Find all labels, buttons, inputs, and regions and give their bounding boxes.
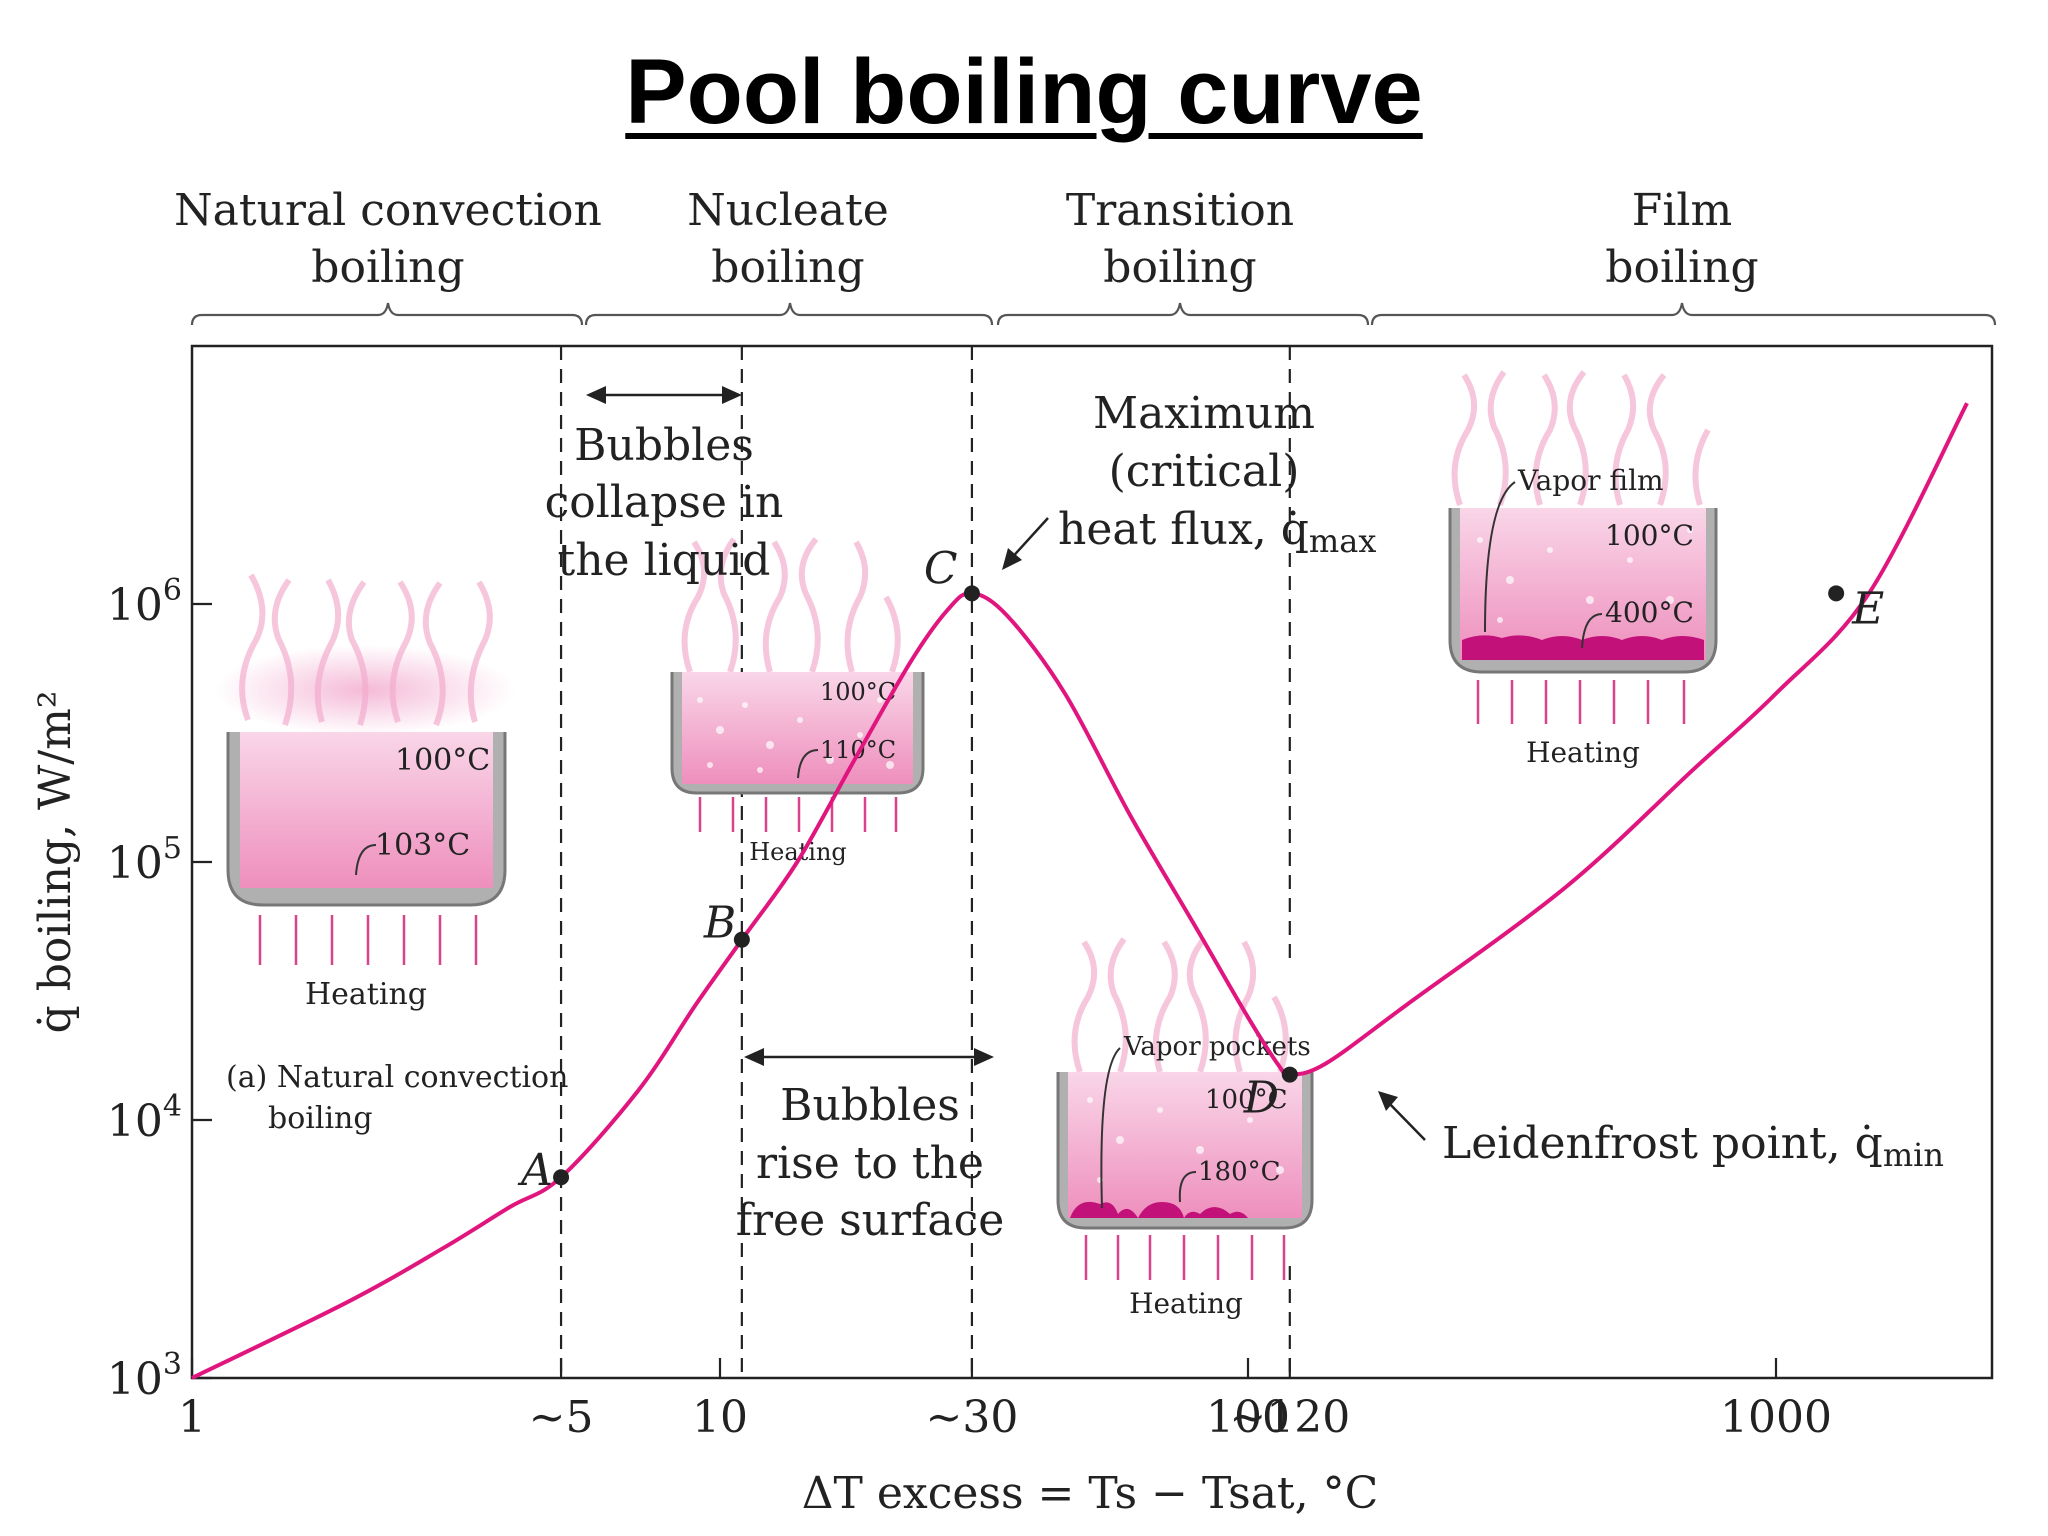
annotation-line2: collapse in [545,477,784,528]
liquid [240,732,493,888]
temp-top: 100°C [1205,1085,1288,1115]
regime-film-line1: Film [1632,185,1732,236]
brace-transition [996,302,1370,326]
brace-film [1370,302,1997,326]
annotation-line1: Maximum [1093,388,1315,439]
y-axis-label: q̇ boiling, W/m² [30,691,81,1034]
page-title: Pool boiling curve [625,41,1423,143]
temp-bottom: 400°C [1605,596,1694,629]
vapor-pockets [1070,1201,1302,1218]
x-tick-label: ~30 [925,1392,1018,1443]
point-c [963,585,980,602]
regime-film-line2: boiling [1605,242,1758,293]
regime-nucleate-line2: boiling [711,242,864,293]
regime-braces [190,302,1997,326]
inset-transition: Vapor pockets 100°C 180°C Heating [1054,937,1324,1320]
annotation-bubbles-collapse: Bubbles collapse in the liquid [545,386,784,586]
leidenfrost-label: Leidenfrost point, q̇min [1442,1118,1944,1174]
caption-line1: (a) Natural convection [226,1060,568,1095]
point-a [553,1169,570,1186]
annotation-line3: free surface [736,1195,1005,1246]
caption-line2: boiling [268,1101,373,1136]
vapor-film-label: Vapor film [1517,464,1664,497]
temp-bottom: 180°C [1198,1157,1281,1187]
point-e [1828,585,1845,602]
point-label-a: A [517,1145,553,1196]
point-label-c: C [924,543,958,594]
regime-natural-line2: boiling [311,242,464,293]
boiling-curve-line [191,402,1969,1380]
x-axis-label: ΔT excess = Ts − Tsat, °C [802,1468,1379,1519]
brace-nucleate [584,302,994,326]
x-tick-label: 10 [692,1392,748,1443]
x-tick-label: ~120 [1229,1392,1350,1443]
point-label-b: B [703,898,736,949]
annotation-line3: the liquid [558,535,771,586]
regime-nucleate-line1: Nucleate [687,185,889,236]
data-points: A B C D E [517,543,1884,1196]
y-tick-label: 104 [107,1089,182,1147]
heating-label: Heating [1526,736,1640,769]
y-tick-label: 103 [107,1347,182,1405]
annotation-max-heat-flux: Maximum (critical) heat flux, q̇max [1002,388,1376,570]
x-tick-label: 1 [178,1392,206,1443]
point-label-e: E [1851,583,1884,634]
point-label-d: D [1243,1073,1279,1124]
heating-label: Heating [1129,1287,1243,1320]
y-tick-label: 106 [107,573,182,631]
y-tick-label: 105 [107,831,182,889]
regime-transition-line2: boiling [1103,242,1256,293]
annotation-leidenfrost: Leidenfrost point, q̇min [1378,1091,1944,1174]
vapor-pockets-label: Vapor pockets [1123,1032,1311,1062]
point-b [733,931,750,948]
annotation-line1: Bubbles [780,1080,960,1131]
heating-arrows [258,915,478,965]
regime-transition-line1: Transition [1066,185,1294,236]
x-tick-label: 100 [1206,1392,1290,1443]
temp-bottom: 103°C [375,828,470,863]
x-tick-label: 1000 [1720,1392,1832,1443]
axis-ticks: 1 ~5 10 ~30 100~120 1000 103 104 105 106 [107,573,1832,1443]
annotation-bubbles-rise: Bubbles rise to the free surface [736,1048,1005,1246]
curve-layer [191,402,1969,1380]
regime-natural-line1: Natural convection [174,185,602,236]
brace-natural [190,302,584,326]
temp-top: 100°C [820,678,896,706]
annotation-line2: rise to the [756,1138,984,1189]
annotation-line1: Bubbles [574,420,754,471]
inset-film: Vapor film 100°C 400°C Heating [1420,370,1720,770]
annotation-line3: heat flux, q̇max [1058,504,1376,560]
temp-top: 100°C [395,743,490,778]
temp-top: 100°C [1605,519,1694,552]
heating-label: Heating [305,977,427,1012]
inset-natural-convection: 100°C 103°C Heating (a) Natural convecti… [215,573,568,1136]
annotation-line2: (critical) [1109,446,1300,497]
regime-dividers [559,346,1291,1378]
point-d [1281,1066,1298,1083]
x-tick-label: ~5 [529,1392,594,1443]
